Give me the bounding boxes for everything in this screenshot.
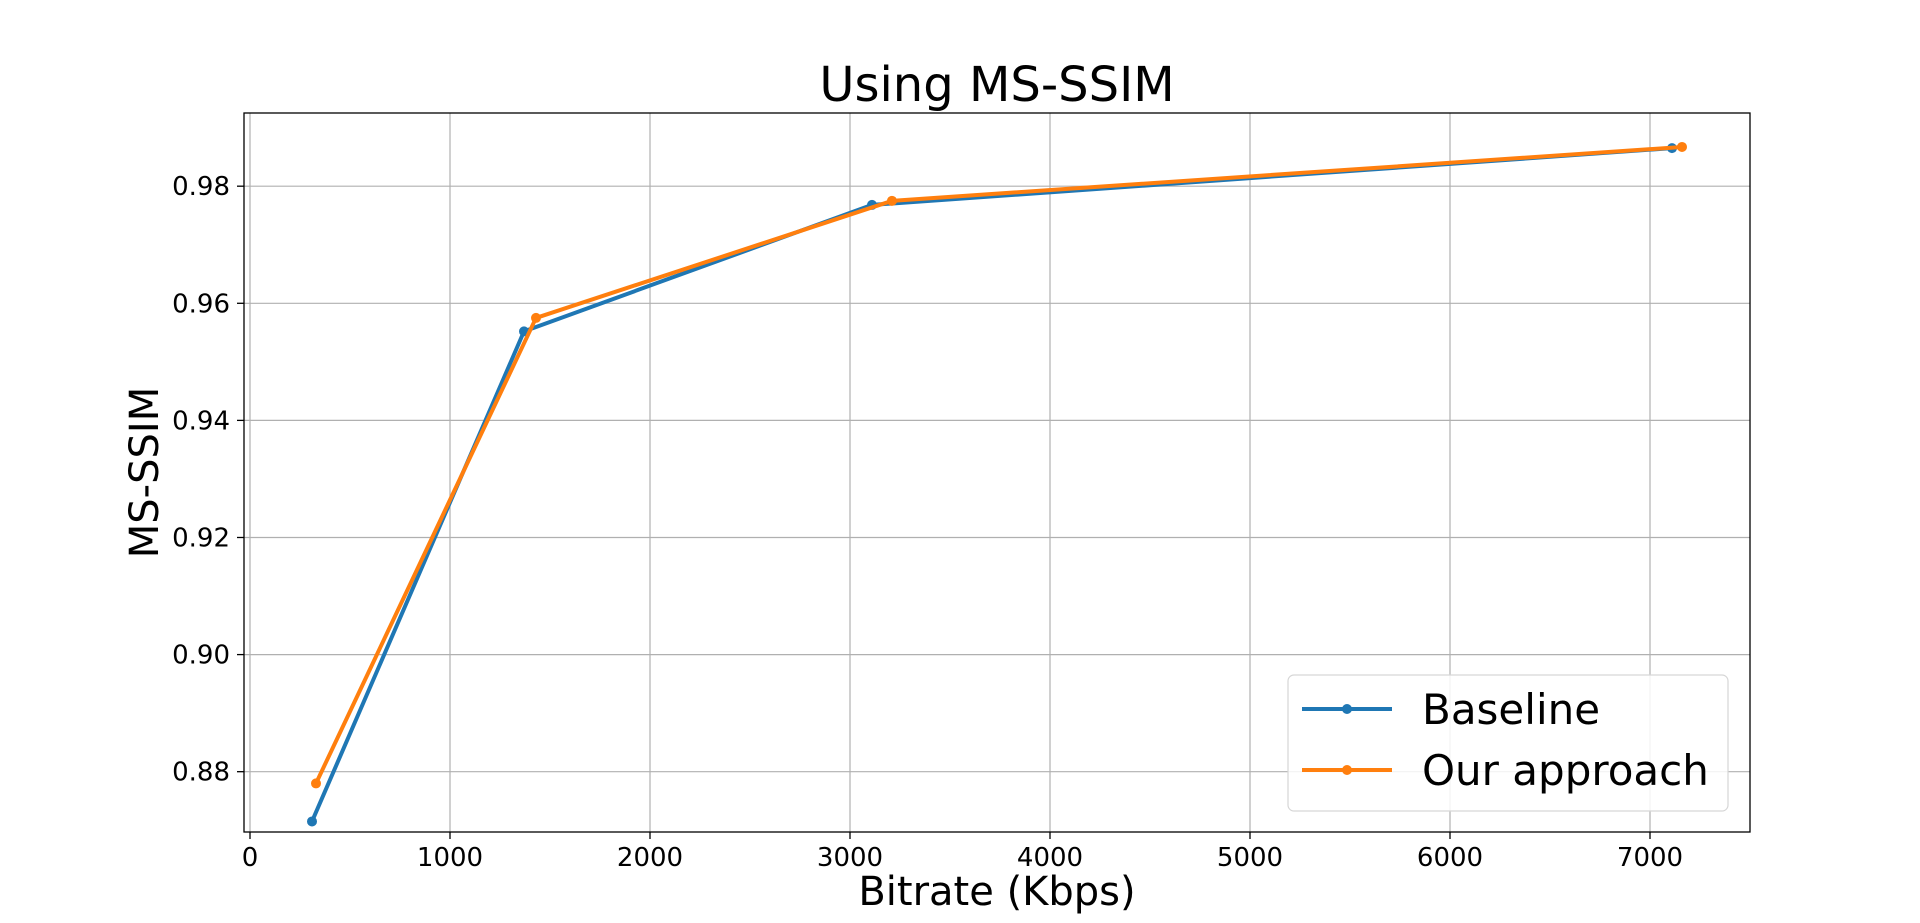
y-tick-label: 0.90 xyxy=(172,641,230,671)
x-tick-label: 6000 xyxy=(1417,843,1483,873)
data-point xyxy=(531,312,541,323)
x-tick-label: 3000 xyxy=(817,843,883,873)
legend-marker xyxy=(1342,704,1352,714)
x-axis-label: Bitrate (Kbps) xyxy=(858,869,1135,915)
x-tick-label: 7000 xyxy=(1617,843,1683,873)
x-tick-label: 2000 xyxy=(617,843,683,873)
y-tick-label: 0.92 xyxy=(172,523,230,553)
y-tick-label: 0.88 xyxy=(172,758,230,788)
x-tick-label: 0 xyxy=(242,843,259,873)
x-tick-label: 4000 xyxy=(1017,843,1083,873)
y-axis-label: MS-SSIM xyxy=(122,387,168,558)
plot-area-frame xyxy=(243,112,1751,833)
chart-title: Using MS-SSIM xyxy=(819,57,1174,113)
legend: Baseline Our approach xyxy=(1287,674,1729,812)
axis-ticks: 0 1000 2000 3000 4000 5000 6000 7000 0.88 0.90 0.9… xyxy=(172,172,1683,873)
data-point xyxy=(307,816,317,827)
legend-marker xyxy=(1342,765,1352,775)
y-tick-label: 0.96 xyxy=(172,289,230,319)
data-point xyxy=(1677,141,1687,152)
series-line xyxy=(314,144,1684,786)
grid xyxy=(244,113,1750,832)
y-tick-label: 0.94 xyxy=(172,406,230,436)
series-lines xyxy=(307,141,1687,827)
legend-label: Our approach xyxy=(1422,746,1709,795)
x-tick-label: 1000 xyxy=(417,843,483,873)
legend-label: Baseline xyxy=(1422,685,1600,734)
x-tick-label: 5000 xyxy=(1217,843,1283,873)
legend-box xyxy=(1287,674,1729,812)
data-point xyxy=(311,778,321,789)
y-tick-label: 0.98 xyxy=(172,172,230,202)
data-point xyxy=(887,195,897,206)
